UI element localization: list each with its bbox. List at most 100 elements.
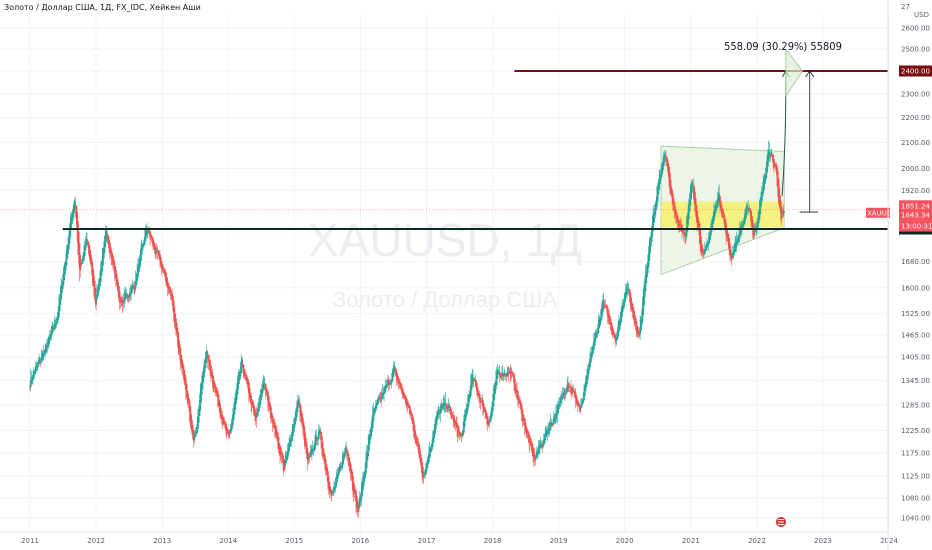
candle-body	[289, 439, 292, 444]
candle-body	[582, 398, 585, 403]
candle-body	[649, 236, 652, 247]
candle-body	[561, 394, 564, 400]
candle-body	[560, 398, 563, 400]
candle-body	[565, 389, 568, 394]
candle-body	[652, 213, 655, 223]
candle-body	[535, 455, 537, 459]
candle-body	[782, 212, 784, 214]
candle-body	[377, 399, 379, 404]
candle-body	[763, 176, 766, 184]
chart-header-title: Золото / Доллар США, 1Д, FX_IDC, Хейкен …	[4, 3, 201, 12]
candle-body	[36, 365, 39, 368]
candle-body	[742, 221, 745, 227]
candle-body	[766, 161, 768, 173]
candle-body	[712, 211, 715, 221]
candle-body	[687, 204, 690, 219]
candle-body	[136, 273, 139, 282]
candle-body	[97, 286, 100, 293]
price-axis[interactable]: 2600.00 2500.00 2400.00 2300.00 2200.00 2100.…	[887, 0, 932, 550]
candle-body	[231, 414, 234, 425]
candle-body	[619, 319, 622, 325]
candle-body	[621, 305, 624, 312]
candle-body	[625, 286, 628, 295]
candle-body	[437, 411, 439, 418]
candle-body	[491, 407, 493, 416]
candle-body	[769, 154, 772, 156]
candle-body	[434, 420, 437, 430]
candle-body	[64, 265, 66, 275]
candle-body	[339, 466, 341, 471]
candle-body	[541, 445, 544, 448]
economic-event-icon[interactable]	[776, 517, 786, 527]
candle-body	[73, 204, 75, 214]
candle-body	[44, 349, 47, 354]
price-tick-label: 2300.00	[901, 90, 930, 98]
drawings[interactable]: 558.09 (30.29%) 55809 XAUUSD	[0, 40, 897, 527]
candle-body	[656, 187, 659, 202]
candle-body	[534, 456, 537, 461]
candle-body	[261, 385, 264, 394]
candle-body	[745, 206, 748, 215]
close-price-tag[interactable]	[899, 209, 932, 221]
candle-body	[510, 372, 512, 374]
candle-body	[500, 373, 503, 376]
candle-body	[80, 262, 83, 264]
candle-body	[659, 175, 661, 185]
candle-body	[442, 403, 445, 407]
candle-body	[731, 255, 734, 259]
candle-body	[204, 357, 207, 368]
candle-body	[50, 332, 53, 337]
candle-body	[464, 413, 467, 421]
candle-body	[587, 366, 590, 375]
candle-body	[469, 384, 472, 396]
candle-body	[507, 373, 510, 374]
candle-body	[433, 430, 436, 438]
candles	[29, 140, 785, 519]
candle-body	[488, 422, 490, 423]
candle-body	[623, 298, 626, 307]
candle-body	[33, 372, 36, 375]
candle-body	[294, 417, 297, 425]
candle-body	[782, 210, 785, 213]
candle-body	[135, 278, 138, 285]
candle-body	[371, 415, 374, 428]
candle-body	[732, 252, 735, 255]
resistance-price-tag[interactable]	[899, 65, 932, 77]
candle-body	[716, 206, 718, 208]
candle-body	[193, 435, 196, 438]
candle-body	[80, 262, 82, 266]
candle-body	[287, 447, 290, 455]
candle-body	[760, 196, 762, 207]
candle-body	[376, 402, 379, 406]
candle-body	[60, 285, 63, 300]
candle-body	[330, 491, 333, 496]
candle-body	[232, 410, 235, 420]
candle-body	[48, 336, 51, 341]
price-tick-label: 27	[901, 3, 910, 11]
candle-body	[384, 385, 387, 391]
candle-body	[236, 384, 239, 395]
last-price-tag[interactable]	[899, 200, 932, 212]
candle-body	[548, 428, 551, 431]
candle-body	[593, 337, 596, 346]
candle-body	[766, 156, 769, 167]
candle-body	[757, 219, 759, 228]
candle-body	[201, 376, 204, 390]
candle-body	[61, 285, 63, 293]
candle-body	[238, 375, 240, 384]
candle-body	[239, 370, 242, 377]
candle-body	[313, 448, 316, 450]
candle-body	[95, 294, 98, 300]
time-axis[interactable]: 2011 2012 2013 2014 2015 2016 2017 2018 2019 2020…	[0, 531, 898, 545]
candle-body	[492, 393, 495, 407]
candle-body	[543, 437, 546, 443]
candle-body	[733, 249, 736, 254]
candle-body	[82, 257, 85, 262]
time-tick-label: 2017	[418, 537, 436, 545]
candle-body	[295, 407, 298, 418]
candle-body	[536, 453, 539, 455]
candle-body	[427, 459, 430, 465]
candle-body	[708, 236, 711, 243]
candle-body	[72, 209, 75, 218]
